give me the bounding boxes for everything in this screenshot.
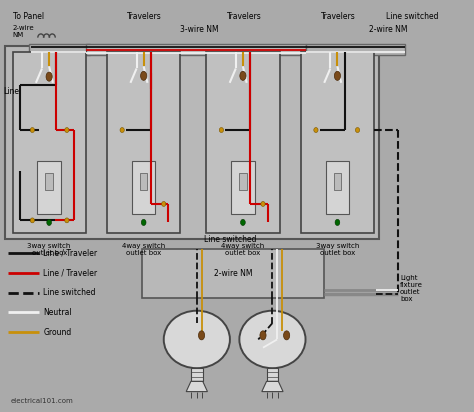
Ellipse shape <box>162 201 166 206</box>
Bar <box>206 52 280 233</box>
Bar <box>29 44 91 55</box>
Text: 4way switch
outlet box: 4way switch outlet box <box>122 243 165 256</box>
Text: 2-wire
NM: 2-wire NM <box>12 25 34 38</box>
Ellipse shape <box>283 331 290 340</box>
Bar <box>107 52 180 233</box>
Text: Line switched: Line switched <box>204 235 256 244</box>
Bar <box>37 161 61 214</box>
Text: To Panel: To Panel <box>13 12 45 21</box>
Ellipse shape <box>240 219 245 225</box>
Ellipse shape <box>65 218 69 223</box>
Ellipse shape <box>47 219 52 225</box>
Ellipse shape <box>46 72 52 81</box>
Text: 2-wire NM: 2-wire NM <box>214 269 253 278</box>
Bar <box>39 52 60 55</box>
Circle shape <box>164 311 230 368</box>
Bar <box>132 161 155 214</box>
Text: 3way switch
outlet box: 3way switch outlet box <box>316 243 359 256</box>
Bar <box>301 52 374 233</box>
Text: Ground: Ground <box>43 328 72 337</box>
Polygon shape <box>262 382 283 391</box>
Text: 3-wire NM: 3-wire NM <box>180 25 219 34</box>
Bar <box>306 44 405 55</box>
Text: 2-wire NM: 2-wire NM <box>369 25 408 34</box>
Bar <box>143 249 324 298</box>
Text: Line switched: Line switched <box>386 12 438 21</box>
Bar <box>12 52 86 233</box>
Circle shape <box>239 311 306 368</box>
Bar <box>233 52 253 55</box>
Text: Line: Line <box>3 87 19 96</box>
Ellipse shape <box>65 128 69 133</box>
Ellipse shape <box>141 71 147 80</box>
Bar <box>46 173 53 190</box>
Ellipse shape <box>261 201 265 206</box>
Ellipse shape <box>219 128 224 133</box>
Bar <box>239 173 246 190</box>
Ellipse shape <box>240 71 246 80</box>
Bar <box>191 368 203 382</box>
Text: electrical101.com: electrical101.com <box>10 398 73 404</box>
Bar <box>326 161 349 214</box>
Bar <box>327 52 348 55</box>
Bar <box>334 173 341 190</box>
Ellipse shape <box>199 331 205 340</box>
Text: Travelers: Travelers <box>227 12 262 21</box>
Text: Travelers: Travelers <box>321 12 356 21</box>
Text: Light
fixture
outlet
box: Light fixture outlet box <box>400 275 423 302</box>
Ellipse shape <box>314 128 318 133</box>
Text: Line / Traveler: Line / Traveler <box>43 269 97 277</box>
Text: Line / Traveler: Line / Traveler <box>43 249 97 258</box>
Ellipse shape <box>120 128 124 133</box>
Text: 4way switch
outlet box: 4way switch outlet box <box>221 243 264 256</box>
Ellipse shape <box>141 219 146 225</box>
Ellipse shape <box>30 218 35 223</box>
Ellipse shape <box>334 71 340 80</box>
Text: Neutral: Neutral <box>43 308 72 317</box>
Bar <box>86 44 306 55</box>
Bar <box>133 52 154 55</box>
Polygon shape <box>186 382 208 391</box>
Text: Travelers: Travelers <box>128 12 162 21</box>
Ellipse shape <box>335 219 340 225</box>
Text: Line switched: Line switched <box>43 288 96 297</box>
Bar <box>266 368 278 382</box>
Text: 3way switch
outlet box: 3way switch outlet box <box>27 243 71 256</box>
Bar <box>140 173 147 190</box>
Bar <box>5 46 379 239</box>
Ellipse shape <box>356 128 360 133</box>
Ellipse shape <box>30 128 35 133</box>
Bar <box>231 161 255 214</box>
Ellipse shape <box>260 331 266 340</box>
